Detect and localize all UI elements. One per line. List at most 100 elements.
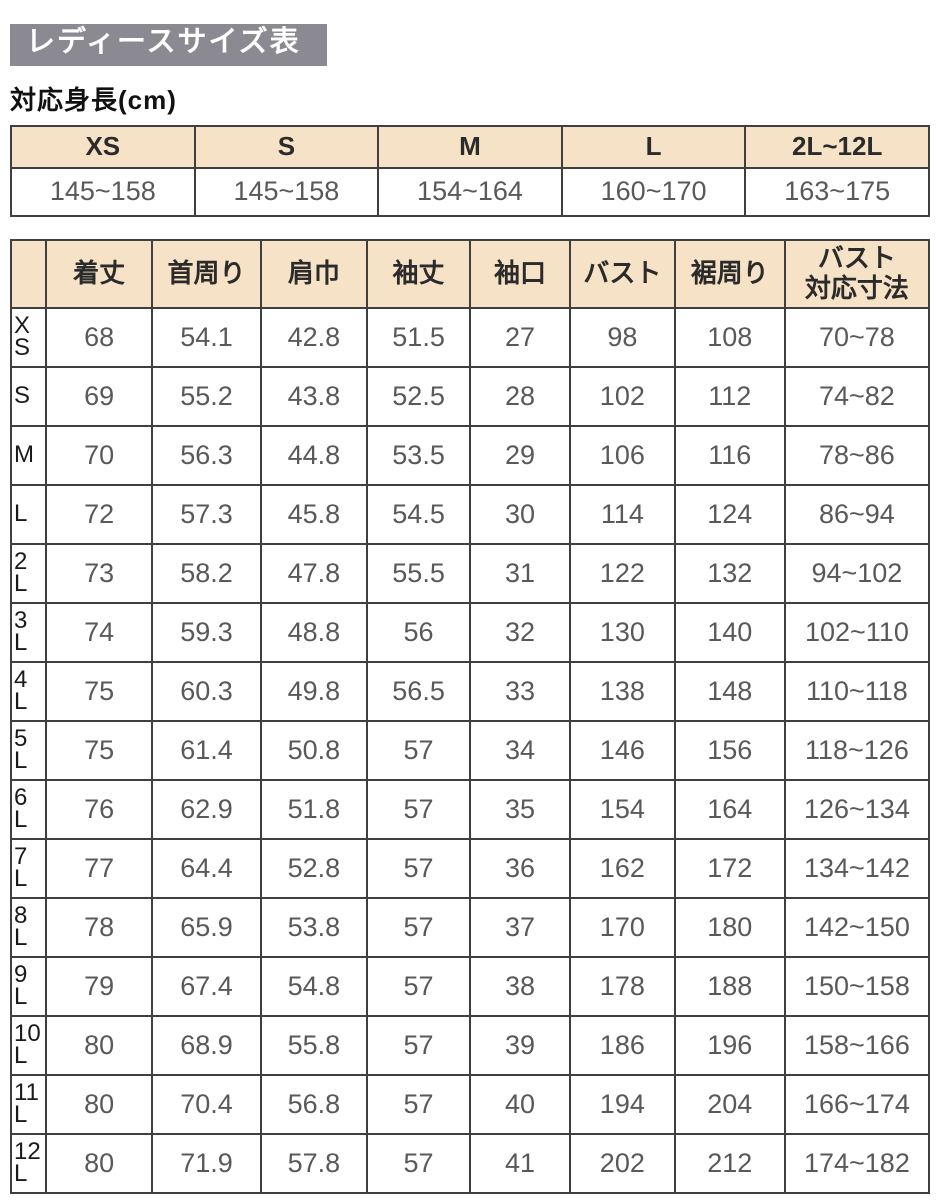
size-value-cell: 132 (673, 542, 786, 604)
size-value-cell: 57 (366, 955, 471, 1017)
size-value-cell: 156 (673, 719, 786, 781)
size-value-cell: 36 (468, 837, 572, 899)
size-value-cell: 53.8 (259, 896, 369, 958)
size-col-header (10, 238, 47, 309)
size-value-cell: 146 (569, 719, 676, 781)
size-value-cell: 116 (673, 424, 786, 486)
size-value-cell: 77 (44, 837, 154, 899)
size-row-label: 8 L (10, 896, 47, 958)
size-value-cell: 154 (569, 778, 676, 840)
size-value-cell: 78 (44, 896, 154, 958)
size-row-6L: 6 L 76 62.9 51.8 57 35 154 164 126~134 (10, 778, 931, 840)
size-value-cell: 80 (44, 1014, 154, 1076)
size-row-2L: 2 L 73 58.2 47.8 55.5 31 122 132 94~102 (10, 542, 931, 604)
size-value-cell: 30 (468, 483, 572, 545)
size-value-cell: 33 (468, 660, 572, 722)
size-col-header: 肩巾 (259, 238, 369, 309)
size-value-cell: 170 (569, 896, 676, 958)
size-row-label: 4 L (10, 660, 47, 722)
size-value-cell: 79 (44, 955, 154, 1017)
size-value-cell: 164 (673, 778, 786, 840)
size-value-cell: 57 (366, 837, 471, 899)
size-row-10L: 10 L 80 68.9 55.8 57 39 186 196 158~166 (10, 1014, 931, 1076)
size-value-cell: 52.8 (259, 837, 369, 899)
size-value-cell: 47.8 (259, 542, 369, 604)
height-table: XS S M L 2L~12L 145~158 145~158 154~164 160~170… (10, 124, 930, 217)
size-value-cell: 73 (44, 542, 154, 604)
size-value-cell: 39 (468, 1014, 572, 1076)
size-value-cell: 57 (366, 719, 471, 781)
height-col-header: XS (10, 124, 196, 169)
size-value-cell: 57 (366, 1014, 471, 1076)
size-value-cell: 71.9 (151, 1132, 262, 1194)
size-value-cell: 42.8 (259, 306, 369, 368)
height-table-value-row: 145~158 145~158 154~164 160~170 163~175 (10, 166, 930, 217)
size-value-cell: 32 (468, 601, 572, 663)
size-value-cell: 41 (468, 1132, 572, 1194)
size-row-5L: 5 L 75 61.4 50.8 57 34 146 156 118~126 (10, 719, 931, 781)
size-value-cell: 49.8 (259, 660, 369, 722)
size-value-cell: 29 (468, 424, 572, 486)
size-value-cell: 69 (44, 365, 154, 427)
size-value-cell: 148 (673, 660, 786, 722)
size-value-cell: 178 (569, 955, 676, 1017)
size-row-label: 9 L (10, 955, 47, 1017)
size-value-cell: 56 (366, 601, 471, 663)
height-section-label: 対応身長(cm) (10, 84, 177, 115)
size-table-header-row: 着丈 首周り 肩巾 袖丈 袖口 バスト 裾周り バスト 対応寸法 (10, 238, 931, 309)
size-value-cell: 172 (673, 837, 786, 899)
size-value-cell: 102 (569, 365, 676, 427)
size-row-label: L (10, 483, 47, 545)
height-value-cell: 145~158 (10, 166, 196, 217)
height-value-cell: 154~164 (377, 166, 563, 217)
size-value-cell: 194 (569, 1073, 676, 1135)
size-value-cell: 57 (366, 778, 471, 840)
size-value-cell: 64.4 (151, 837, 262, 899)
size-row-label: 2 L (10, 542, 47, 604)
size-value-cell: 166~174 (783, 1073, 931, 1135)
size-row-label: 6 L (10, 778, 47, 840)
size-value-cell: 68 (44, 306, 154, 368)
size-value-cell: 54.5 (366, 483, 471, 545)
size-value-cell: 55.2 (151, 365, 262, 427)
size-value-cell: 130 (569, 601, 676, 663)
size-row-8L: 8 L 78 65.9 53.8 57 37 170 180 142~150 (10, 896, 931, 958)
size-value-cell: 27 (468, 306, 572, 368)
height-table-header-row: XS S M L 2L~12L (10, 124, 930, 169)
size-value-cell: 70~78 (783, 306, 931, 368)
size-value-cell: 57 (366, 1132, 471, 1194)
size-row-3L: 3 L 74 59.3 48.8 56 32 130 140 102~110 (10, 601, 931, 663)
size-value-cell: 196 (673, 1014, 786, 1076)
size-value-cell: 65.9 (151, 896, 262, 958)
size-value-cell: 53.5 (366, 424, 471, 486)
size-value-cell: 37 (468, 896, 572, 958)
size-table: 着丈 首周り 肩巾 袖丈 袖口 バスト 裾周り バスト 対応寸法 X S 68 54.1 42.8 5… (10, 238, 931, 1194)
size-value-cell: 28 (468, 365, 572, 427)
size-value-cell: 106 (569, 424, 676, 486)
size-value-cell: 75 (44, 660, 154, 722)
size-value-cell: 40 (468, 1073, 572, 1135)
size-value-cell: 75 (44, 719, 154, 781)
size-value-cell: 98 (569, 306, 676, 368)
size-value-cell: 50.8 (259, 719, 369, 781)
size-value-cell: 188 (673, 955, 786, 1017)
size-col-header: 裾周り (673, 238, 786, 309)
size-value-cell: 112 (673, 365, 786, 427)
size-value-cell: 122 (569, 542, 676, 604)
size-value-cell: 78~86 (783, 424, 931, 486)
size-value-cell: 57.3 (151, 483, 262, 545)
size-row-7L: 7 L 77 64.4 52.8 57 36 162 172 134~142 (10, 837, 931, 899)
size-table-body: X S 68 54.1 42.8 51.5 27 98 108 70~78 S 69 55.2 43.8… (10, 306, 931, 1194)
size-row-label: X S (10, 306, 47, 368)
size-value-cell: 44.8 (259, 424, 369, 486)
size-col-header: 首周り (151, 238, 262, 309)
size-value-cell: 102~110 (783, 601, 931, 663)
size-value-cell: 62.9 (151, 778, 262, 840)
height-col-header: S (193, 124, 380, 169)
size-value-cell: 174~182 (783, 1132, 931, 1194)
size-value-cell: 162 (569, 837, 676, 899)
size-value-cell: 51.8 (259, 778, 369, 840)
size-value-cell: 80 (44, 1073, 154, 1135)
height-value-cell: 145~158 (193, 166, 380, 217)
